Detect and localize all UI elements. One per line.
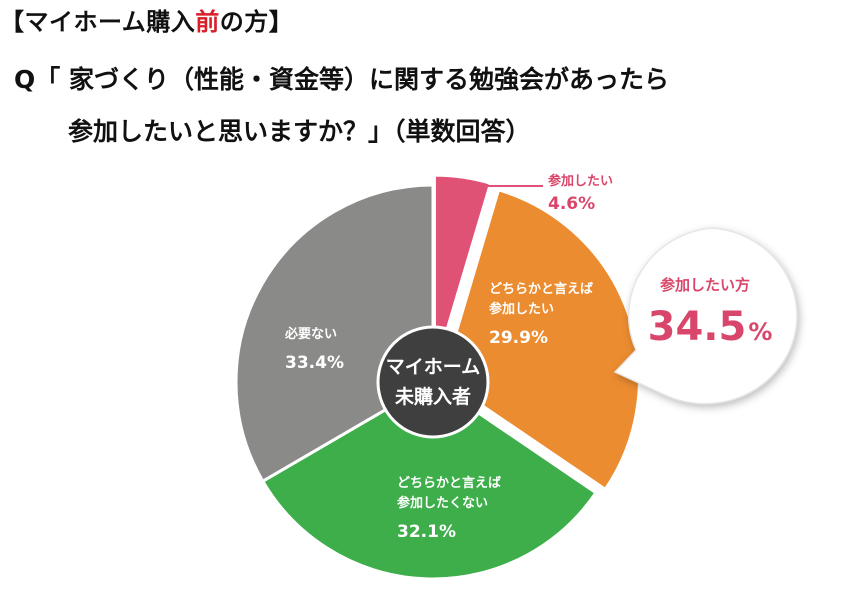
callout-unit: % — [748, 318, 773, 346]
center-label: マイホーム 未購入者 — [381, 352, 485, 412]
callout-title: 参加したい方 — [659, 276, 750, 294]
slice-label-percent: 33.4% — [285, 353, 344, 373]
callout-value: 34.5% — [640, 302, 780, 357]
center-label-line1: マイホーム — [385, 356, 481, 378]
header-suffix: の方】 — [219, 8, 294, 36]
question-line-2: 参加したいと思いますか？」（単数回答） — [68, 117, 531, 146]
slice-dochiraka-sankashitakunai — [260, 380, 599, 581]
question-line-1: Q「 家づくり（性能・資金等）に関する勉強会があったら — [14, 65, 669, 94]
slice-sankashitai — [432, 173, 493, 373]
slice-label-text: 参加したい — [489, 302, 555, 317]
slice-label-sankashitai: 参加したい 4.6% — [548, 172, 613, 214]
slice-label-text: 必要ない — [285, 327, 338, 342]
header-accent: 前 — [195, 8, 220, 36]
slice-label-text: 参加したい — [548, 174, 614, 189]
slice-label-hitsuyounai: 必要ない 33.4% — [285, 325, 344, 373]
page-header: 【マイホーム購入前の方】 — [0, 2, 293, 37]
slice-dochiraka-sankashitai — [440, 187, 641, 492]
slice-label-percent: 32.1% — [397, 522, 456, 542]
slice-label-percent: 4.6% — [548, 194, 596, 214]
slice-label-dochiraka-sankashitakunai: どちらかと言えば 参加したくない 32.1% — [397, 474, 501, 542]
callout-bubble — [613, 227, 798, 405]
slice-label-percent: 29.9% — [489, 328, 548, 348]
callout-number: 34.5 — [647, 304, 747, 350]
slice-label-text: どちらかと言えば — [489, 282, 594, 297]
center-circle — [376, 325, 490, 439]
slice-label-text: 参加したくない — [397, 496, 489, 511]
header-prefix: 【マイホーム購入 — [0, 8, 196, 36]
slice-label-dochiraka-sankashitai: どちらかと言えば 参加したい 29.9% — [489, 280, 593, 348]
slice-label-text: どちらかと言えば — [397, 476, 502, 491]
center-label-line2: 未購入者 — [394, 386, 471, 408]
